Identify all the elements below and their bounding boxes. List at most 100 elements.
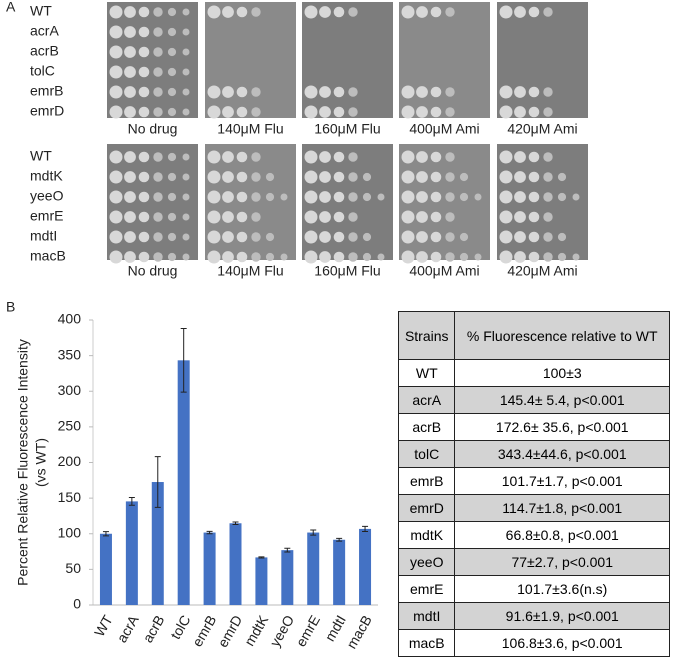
colony-spot xyxy=(514,251,526,263)
colony-spot xyxy=(401,105,415,119)
colony-spot xyxy=(124,106,136,118)
colony-spot xyxy=(572,253,580,261)
colony-spot xyxy=(514,171,526,183)
colony-spot xyxy=(153,7,163,17)
y-axis-label: (vs WT) xyxy=(33,438,49,487)
plate-image xyxy=(399,144,490,260)
colony-spot xyxy=(124,211,136,223)
colony-spot xyxy=(182,153,190,161)
table-row: WT 100±3 xyxy=(397,359,670,387)
strain-label: emrB xyxy=(30,83,63,99)
table-row: yeeO 77±2.7, p<0.001 xyxy=(397,548,670,576)
colony-spot xyxy=(528,151,540,163)
table-row: emrB 101.7±1.7, p<0.001 xyxy=(397,467,670,495)
table-cell: 145.4± 5.4, p<0.001 xyxy=(454,386,670,414)
colony-spot xyxy=(499,170,513,184)
colony-spot xyxy=(348,212,358,222)
colony-spot xyxy=(153,67,163,77)
x-tick-label: acrA xyxy=(113,612,142,646)
colony-spot xyxy=(280,193,288,201)
colony-spot xyxy=(304,85,318,99)
colony-spot xyxy=(333,86,345,98)
colony-spot xyxy=(401,250,415,264)
colony-spot xyxy=(167,47,177,57)
colony-spot xyxy=(445,107,455,117)
x-tick-label: tolC xyxy=(167,612,193,642)
colony-spot xyxy=(280,253,288,261)
colony-spot xyxy=(445,192,455,202)
colony-spot xyxy=(109,105,123,119)
colony-spot xyxy=(182,173,190,181)
colony-spot xyxy=(528,86,540,98)
plate-image xyxy=(497,144,588,260)
colony-spot xyxy=(109,230,123,244)
colony-spot xyxy=(348,252,358,262)
colony-spot xyxy=(514,231,526,243)
colony-spot xyxy=(319,151,331,163)
y-tick-label: 400 xyxy=(58,311,82,327)
colony-spot xyxy=(167,252,177,262)
colony-spot xyxy=(207,210,221,224)
table-row: mdtK 66.8±0.8, p<0.001 xyxy=(397,521,670,549)
colony-spot xyxy=(362,172,372,182)
colony-spot xyxy=(124,46,136,58)
colony-spot xyxy=(416,251,428,263)
colony-spot xyxy=(445,232,455,242)
colony-spot xyxy=(124,66,136,78)
colony-spot xyxy=(251,107,261,117)
colony-spot xyxy=(138,211,150,223)
colony-spot xyxy=(251,172,261,182)
colony-spot xyxy=(109,65,123,79)
colony-spot xyxy=(430,231,442,243)
colony-spot xyxy=(251,232,261,242)
colony-spot xyxy=(182,8,190,16)
colony-spot xyxy=(222,211,234,223)
colony-spot xyxy=(207,5,221,19)
colony-spot xyxy=(416,191,428,203)
colony-spot xyxy=(319,6,331,18)
table-row: tolC 343.4±44.6, p<0.001 xyxy=(397,440,670,468)
x-tick-label: macB xyxy=(343,612,375,651)
colony-spot xyxy=(124,151,136,163)
results-table: Strains % Fluorescence relative to WT WT… xyxy=(397,311,670,657)
table-row: emrE 101.7±3.6(n.s) xyxy=(397,575,670,603)
colony-spot xyxy=(333,106,345,118)
condition-label: 400μM Ami xyxy=(409,263,479,279)
strain-label: yeeO xyxy=(30,188,64,204)
table-header: Strains % Fluorescence relative to WT xyxy=(397,311,670,360)
error-bar xyxy=(310,529,317,536)
colony-spot xyxy=(138,191,150,203)
colony-spot xyxy=(362,252,372,262)
colony-spot xyxy=(304,170,318,184)
colony-spot xyxy=(543,252,553,262)
table-cell: WT xyxy=(397,359,456,387)
colony-spot xyxy=(445,212,455,222)
colony-spot xyxy=(528,191,540,203)
colony-spot xyxy=(543,212,553,222)
colony-spot xyxy=(167,67,177,77)
colony-spot xyxy=(138,151,150,163)
colony-spot xyxy=(251,87,261,97)
colony-spot xyxy=(333,171,345,183)
colony-spot xyxy=(236,6,248,18)
colony-spot xyxy=(514,151,526,163)
colony-spot xyxy=(109,150,123,164)
plate-image xyxy=(399,2,490,118)
strain-label: acrB xyxy=(30,43,59,59)
colony-spot xyxy=(153,27,163,37)
table-cell: 101.7±1.7, p<0.001 xyxy=(454,467,670,495)
x-tick-label: emrD xyxy=(214,612,245,650)
y-tick-label: 50 xyxy=(65,560,81,576)
colony-spot xyxy=(167,27,177,37)
condition-label: No drug xyxy=(128,263,178,279)
condition-label: 140μM Flu xyxy=(217,121,283,137)
colony-spot xyxy=(304,150,318,164)
colony-spot xyxy=(182,88,190,96)
colony-spot xyxy=(333,6,345,18)
colony-spot xyxy=(333,151,345,163)
table-cell: emrD xyxy=(397,494,456,522)
colony-spot xyxy=(138,66,150,78)
colony-spot xyxy=(236,86,248,98)
y-tick-label: 100 xyxy=(58,524,82,540)
